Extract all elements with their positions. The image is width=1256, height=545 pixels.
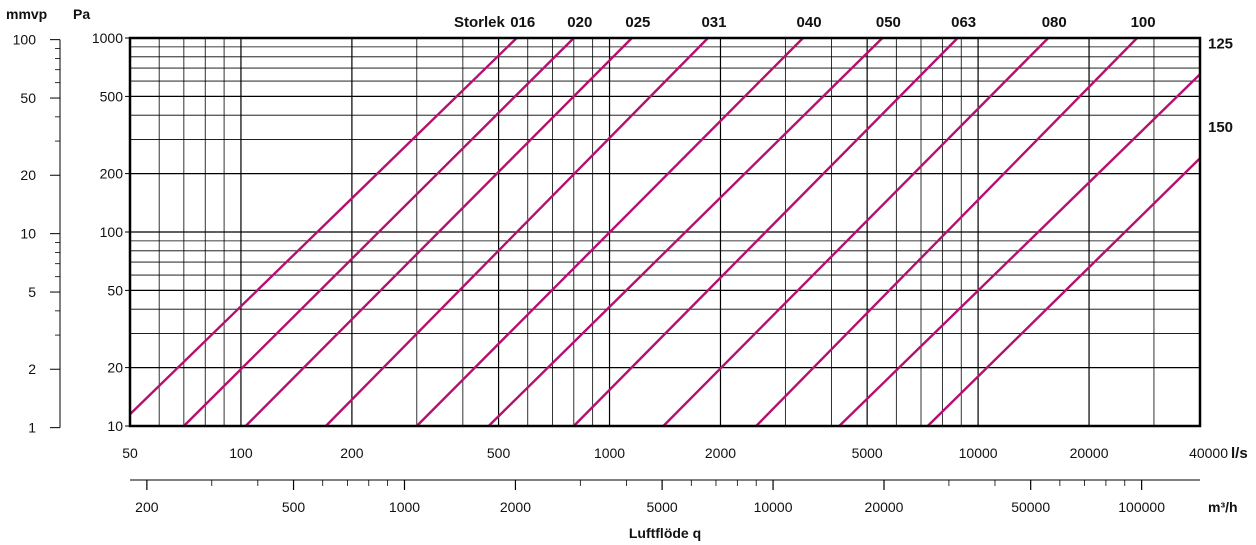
series-line-050 xyxy=(487,37,884,427)
x-tick-ls: 20000 xyxy=(1070,445,1109,461)
series-line-063 xyxy=(572,37,959,427)
labels: mmvp Pa Storlek l/s m³/h Luftflöde q 102… xyxy=(6,6,1248,541)
y-unit-pa: Pa xyxy=(73,6,90,22)
y-tick-pa: 50 xyxy=(107,282,123,298)
y-tick-mmvp: 1 xyxy=(28,420,36,436)
x-tick-ls: 40000 xyxy=(1189,445,1228,461)
y-tick-mmvp: 100 xyxy=(13,32,37,48)
size-label-080: 080 xyxy=(1042,14,1067,31)
size-label-125: 125 xyxy=(1208,35,1233,52)
x-tick-m3h: 10000 xyxy=(754,499,793,515)
x-tick-m3h: 1000 xyxy=(389,499,420,515)
y-unit-mmvp: mmvp xyxy=(6,6,47,22)
x-tick-ls: 50 xyxy=(122,445,138,461)
x-tick-m3h: 20000 xyxy=(865,499,904,515)
size-heading: Storlek xyxy=(454,14,506,31)
size-label-063: 063 xyxy=(951,14,976,31)
y-tick-pa: 500 xyxy=(100,88,124,104)
series-line-125 xyxy=(838,73,1201,427)
series-lines xyxy=(129,37,1201,427)
y-tick-mmvp: 50 xyxy=(20,90,36,106)
x-tick-ls: 200 xyxy=(340,445,364,461)
series-line-031 xyxy=(325,37,709,427)
x-tick-ls: 5000 xyxy=(852,445,883,461)
x-tick-ls: 1000 xyxy=(594,445,625,461)
y-tick-pa: 1000 xyxy=(92,30,123,46)
size-label-025: 025 xyxy=(625,14,650,31)
x-unit-m3h: m³/h xyxy=(1208,499,1238,515)
series-line-040 xyxy=(415,37,804,427)
x-unit-ls: l/s xyxy=(1231,445,1248,462)
y-tick-mmvp: 20 xyxy=(20,167,36,183)
y-tick-mmvp: 2 xyxy=(28,361,36,377)
x-tick-m3h: 500 xyxy=(282,499,306,515)
x-tick-ls: 500 xyxy=(487,445,511,461)
size-label-031: 031 xyxy=(701,14,726,31)
x-tick-m3h: 2000 xyxy=(500,499,531,515)
size-label-016: 016 xyxy=(510,14,535,31)
y-tick-pa: 200 xyxy=(100,166,124,182)
size-label-050: 050 xyxy=(876,14,901,31)
size-label-020: 020 xyxy=(567,14,592,31)
series-line-020 xyxy=(183,37,575,427)
size-label-100: 100 xyxy=(1131,14,1156,31)
x-tick-ls: 100 xyxy=(229,445,253,461)
y-tick-mmvp: 5 xyxy=(28,284,36,300)
y-tick-mmvp: 10 xyxy=(20,226,36,242)
size-label-150: 150 xyxy=(1208,119,1233,136)
series-line-100 xyxy=(755,37,1138,427)
size-label-040: 040 xyxy=(797,14,822,31)
series-line-025 xyxy=(244,37,633,427)
series-line-150 xyxy=(926,157,1201,427)
axes xyxy=(50,37,1200,490)
x-tick-m3h: 50000 xyxy=(1011,499,1050,515)
x-tick-ls: 10000 xyxy=(959,445,998,461)
y-tick-pa: 10 xyxy=(107,418,123,434)
x-tick-m3h: 5000 xyxy=(647,499,678,515)
x-tick-ls: 2000 xyxy=(705,445,736,461)
series-line-080 xyxy=(662,37,1050,427)
grid xyxy=(129,37,1201,427)
x-tick-m3h: 200 xyxy=(135,499,159,515)
y-tick-pa: 100 xyxy=(100,224,124,240)
series-line-016 xyxy=(129,37,518,416)
y-tick-pa: 20 xyxy=(107,360,123,376)
x-tick-m3h: 100000 xyxy=(1118,499,1165,515)
x-axis-label: Luftflöde q xyxy=(629,525,701,541)
